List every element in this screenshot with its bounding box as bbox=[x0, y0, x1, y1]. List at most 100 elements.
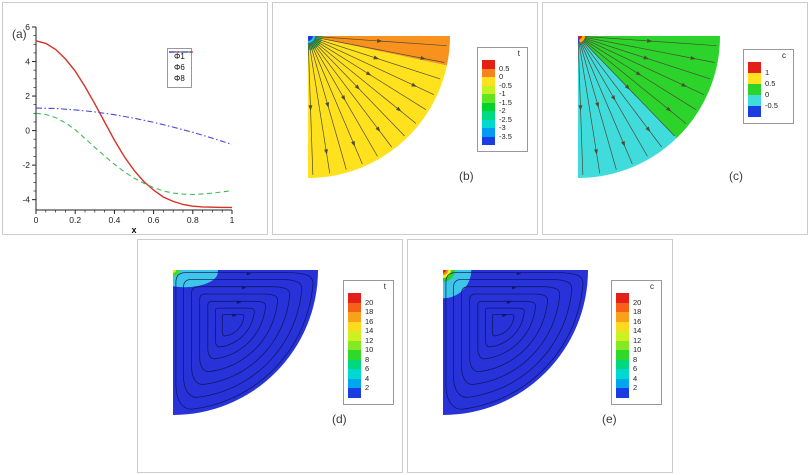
colorbar-tick-label: -2.5 bbox=[499, 114, 512, 124]
streamline-loop bbox=[453, 278, 573, 398]
colorbar-tick-label: 2 bbox=[365, 383, 370, 392]
panel-a-line-chart: -4 -2 0 2 4 6 0 0.2 0.4 0.6 0.8 1 x (a) Φ1 Φ6 Φ8 bbox=[2, 2, 268, 235]
series-Φ1 bbox=[35, 40, 232, 209]
legend-label: Φ6 bbox=[174, 63, 185, 72]
contour-canvas-c bbox=[577, 36, 720, 178]
colorbar-tick-label: 10 bbox=[365, 345, 374, 354]
apex-spot bbox=[443, 270, 446, 273]
streamline-loop bbox=[484, 307, 525, 348]
colorbar-tick-label: 14 bbox=[633, 326, 642, 335]
colorbar-cell bbox=[482, 102, 495, 111]
colorbar-cell bbox=[616, 331, 629, 341]
streamline-arrow bbox=[377, 38, 383, 43]
panel-caption-a: (a) bbox=[12, 27, 27, 41]
streamline-arrow bbox=[643, 55, 650, 60]
streamline-arrow bbox=[511, 286, 517, 290]
colorbar-cell bbox=[348, 369, 361, 379]
panel-b-contour-t: (b) t 0.5 0 -0.5 -1 -1.5 -2 -2.5 -3 -3.5 bbox=[272, 2, 538, 235]
panel-caption-d: (d) bbox=[332, 412, 347, 426]
colorbar-cell bbox=[482, 68, 495, 77]
colorbar-cell bbox=[616, 369, 629, 379]
streamline-loop bbox=[207, 300, 266, 360]
streamline-loop bbox=[175, 272, 314, 410]
colorbar-tick-label: 18 bbox=[633, 307, 642, 316]
streamline-loop bbox=[469, 293, 548, 373]
colorbar-cell bbox=[348, 340, 361, 350]
colorbar-cell bbox=[348, 378, 361, 388]
legend-row: Φ6 bbox=[169, 51, 193, 72]
colorbar-cell bbox=[348, 312, 361, 322]
colorbar-cell bbox=[748, 106, 761, 117]
y-tick-label: 0 bbox=[25, 126, 30, 136]
colorbar-title: t bbox=[383, 282, 386, 291]
y-tick-label: 2 bbox=[25, 91, 30, 101]
colorbar-cell bbox=[748, 62, 761, 73]
colorbar-title: c bbox=[782, 51, 786, 60]
colorbar-cell bbox=[748, 95, 761, 106]
streamline-arrow bbox=[351, 140, 355, 147]
colorbar-cell bbox=[348, 321, 361, 331]
streamline-arrow bbox=[325, 102, 330, 108]
streamline-arrow bbox=[681, 82, 687, 87]
streamline-loop bbox=[183, 278, 303, 398]
colorbar-tick-label: -0.5 bbox=[499, 80, 512, 90]
contour-canvas-c2 bbox=[443, 270, 588, 415]
streamline-arrow bbox=[506, 300, 512, 304]
colorbar-tick-label: 10 bbox=[633, 345, 642, 354]
colorbar-tick-label: 2 bbox=[633, 383, 638, 392]
apex-spot bbox=[308, 36, 313, 41]
colorbar-cell bbox=[348, 302, 361, 312]
apex-spot bbox=[173, 270, 177, 274]
streamline-arrow bbox=[420, 55, 427, 60]
contour-canvas-t2 bbox=[173, 270, 318, 415]
colorbar-tick-label: -1.5 bbox=[499, 97, 512, 107]
series-Φ8 bbox=[35, 107, 233, 145]
x-tick-label: 0.6 bbox=[148, 215, 160, 225]
colorbar-cell bbox=[616, 378, 629, 388]
streamline-arrow bbox=[610, 95, 616, 101]
colorbar-cell bbox=[748, 73, 761, 84]
streamline-arrow bbox=[635, 71, 642, 76]
colorbar-scale: 20 18 16 14 12 10 8 6 4 2 bbox=[348, 293, 388, 398]
streamline-arrow bbox=[621, 140, 625, 147]
apex-spot bbox=[578, 36, 582, 40]
streamline-loop bbox=[461, 286, 561, 385]
colorbar-cell bbox=[482, 94, 495, 103]
colorbar-cell bbox=[482, 119, 495, 128]
streamline-arrow bbox=[246, 271, 252, 276]
contour-region bbox=[578, 36, 720, 139]
streamline-arrow bbox=[395, 106, 402, 112]
colorbar-cell bbox=[616, 388, 629, 398]
colorbar-cell bbox=[482, 77, 495, 86]
colorbar-t: t 0.5 0 -0.5 -1 -1.5 -2 -2.5 -3 -3.5 bbox=[477, 47, 528, 152]
legend-label: Φ1 bbox=[174, 52, 185, 61]
colorbar-tick-label: -0.5 bbox=[765, 101, 778, 110]
y-tick-label: -2 bbox=[22, 160, 30, 170]
colorbar-tick-label: 8 bbox=[365, 354, 370, 364]
y-tick-label: -4 bbox=[22, 195, 30, 205]
streamline-arrow bbox=[411, 82, 417, 87]
streamline-loop bbox=[199, 293, 278, 373]
colorbar-scale: 1 0.5 0 -0.5 bbox=[748, 62, 788, 117]
colorbar-tick-label: -2 bbox=[499, 106, 506, 115]
panel-c-contour-c: (c) c 1 0.5 0 -0.5 bbox=[542, 2, 808, 235]
colorbar-cell bbox=[616, 293, 629, 303]
colorbar-cell bbox=[616, 321, 629, 331]
streamline-arrow bbox=[365, 71, 372, 76]
panel-e-contour-c2: (e) c 20 18 16 14 12 10 8 6 4 2 bbox=[407, 239, 673, 473]
colorbar-title: c bbox=[650, 282, 654, 291]
colorbar-cell bbox=[348, 331, 361, 341]
streamline-arrow bbox=[236, 300, 242, 304]
colorbar-tick-label: 20 bbox=[365, 297, 374, 307]
series-Φ6 bbox=[35, 112, 233, 196]
colorbar-t: t 20 18 16 14 12 10 8 6 4 2 bbox=[343, 280, 394, 405]
colorbar-cell bbox=[616, 359, 629, 369]
contour-canvas-t bbox=[307, 36, 450, 178]
colorbar-tick-label: 0 bbox=[499, 72, 504, 81]
colorbar-tick-label: 16 bbox=[365, 316, 374, 326]
x-tick-label: 0.4 bbox=[108, 215, 120, 225]
streamline-arrow bbox=[375, 126, 381, 133]
streamline-arrow bbox=[578, 105, 583, 111]
colorbar-cell bbox=[616, 340, 629, 350]
streamline-arrow bbox=[594, 149, 598, 155]
